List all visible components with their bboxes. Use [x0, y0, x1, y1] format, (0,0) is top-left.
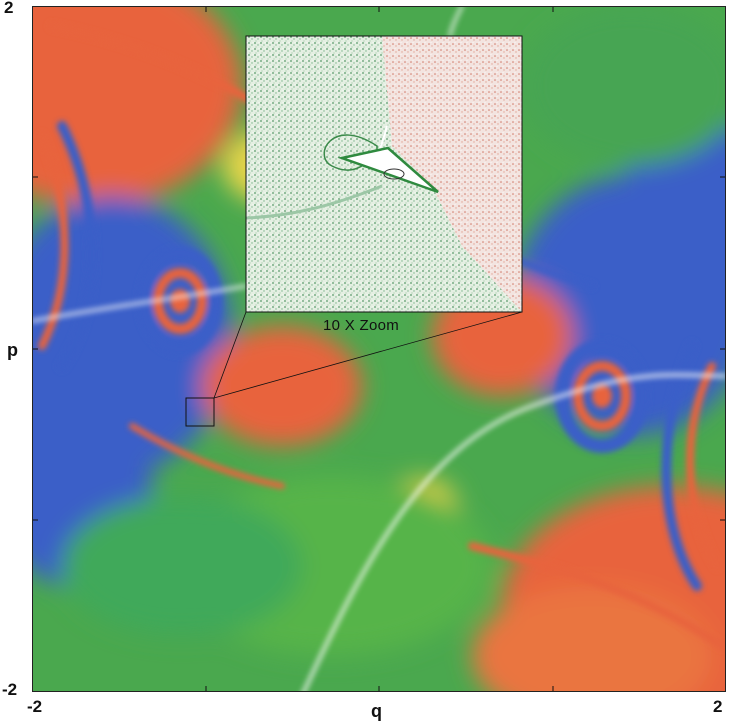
- zoom-source-box: [185, 397, 215, 427]
- zoom-connector-left: [213, 311, 247, 399]
- heatmap-field: [32, 6, 726, 692]
- zoom-connector-right: [213, 311, 523, 399]
- y-tick-top: 2: [4, 0, 14, 17]
- x-axis-label: q: [371, 701, 382, 721]
- y-axis-label: p: [7, 340, 18, 360]
- x-tick-left: -2: [27, 697, 43, 716]
- y-tick-bottom: -2: [2, 680, 18, 699]
- x-tick-right: 2: [713, 697, 723, 716]
- zoom-inset: [245, 35, 523, 313]
- inset-caption: 10 X Zoom: [323, 317, 400, 334]
- phase-space-plot: [32, 6, 726, 692]
- plot-frame: [32, 6, 726, 692]
- heatmap-svg: [32, 6, 726, 692]
